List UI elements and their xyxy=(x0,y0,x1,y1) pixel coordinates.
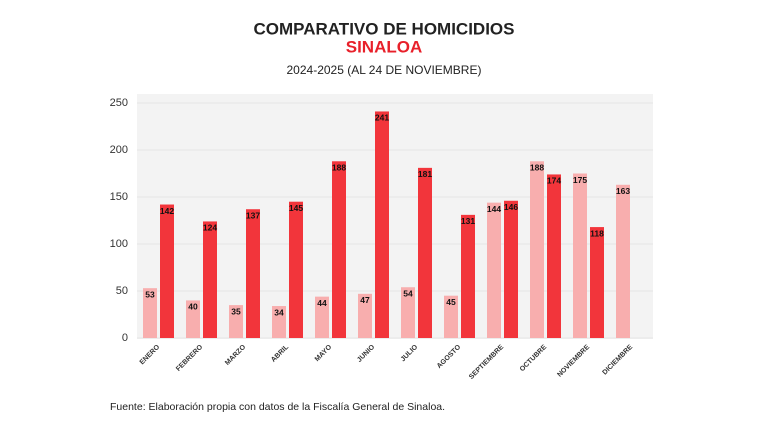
value-label: 131 xyxy=(461,216,475,226)
x-tick-label: OCTUBRE xyxy=(519,344,549,374)
chart-subtitle: SINALOA xyxy=(346,37,423,56)
bar xyxy=(590,227,604,338)
value-label: 54 xyxy=(403,288,413,298)
bar xyxy=(418,167,432,338)
bar xyxy=(487,202,501,338)
bar xyxy=(246,209,260,338)
bar xyxy=(616,184,630,338)
bar xyxy=(272,306,286,338)
bar xyxy=(530,161,544,338)
y-tick-label: 50 xyxy=(116,285,128,297)
bar xyxy=(203,221,217,338)
bar xyxy=(186,300,200,338)
y-tick-label: 250 xyxy=(110,97,128,109)
value-label: 44 xyxy=(317,298,327,308)
chart-subtitle-2: 2024-2025 (AL 24 DE NOVIEMBRE) xyxy=(287,63,482,77)
value-label: 181 xyxy=(418,169,432,179)
x-tick-label: NOVIEMBRE xyxy=(556,344,591,379)
bar xyxy=(160,204,174,338)
y-tick-label: 150 xyxy=(110,191,128,203)
y-tick-label: 200 xyxy=(110,144,128,156)
bar xyxy=(547,174,561,338)
value-label: 34 xyxy=(274,307,284,317)
bar xyxy=(143,288,157,338)
bar xyxy=(504,200,518,338)
x-tick-label: MARZO xyxy=(224,343,247,366)
x-tick-label: SEPTIEMBRE xyxy=(468,344,505,381)
plot-background xyxy=(137,94,653,339)
x-tick-label: FEBRERO xyxy=(175,343,205,373)
x-tick-label: JULIO xyxy=(400,343,420,363)
value-label: 241 xyxy=(375,113,389,123)
value-label: 146 xyxy=(504,202,518,212)
value-label: 174 xyxy=(547,176,561,186)
y-tick-label: 100 xyxy=(110,238,128,250)
value-label: 47 xyxy=(360,295,370,305)
bar xyxy=(461,214,475,338)
value-label: 118 xyxy=(590,228,604,238)
x-tick-label: JUNIO xyxy=(356,343,376,363)
value-label: 45 xyxy=(446,297,456,307)
value-label: 144 xyxy=(487,204,501,214)
bar xyxy=(229,305,243,338)
bar xyxy=(375,111,389,339)
x-tick-label: ENERO xyxy=(139,343,162,366)
bar xyxy=(401,287,415,338)
bar xyxy=(289,201,303,338)
x-tick-label: ABRIL xyxy=(270,343,291,364)
value-label: 142 xyxy=(160,206,174,216)
source-note: Fuente: Elaboración propia con datos de … xyxy=(110,401,445,413)
bar xyxy=(444,295,458,338)
bar xyxy=(358,293,372,338)
x-tick-label: AGOSTO xyxy=(436,343,463,370)
value-label: 124 xyxy=(203,223,217,233)
value-label: 163 xyxy=(616,186,630,196)
value-label: 145 xyxy=(289,203,303,213)
value-label: 175 xyxy=(573,175,587,185)
bar xyxy=(573,173,587,338)
bar xyxy=(332,161,346,338)
value-label: 53 xyxy=(145,289,155,299)
y-tick-label: 0 xyxy=(122,332,128,344)
value-label: 40 xyxy=(188,302,198,312)
value-label: 188 xyxy=(332,163,346,173)
value-label: 137 xyxy=(246,210,260,220)
chart-title: COMPARATIVO DE HOMICIDIOS xyxy=(254,19,515,38)
x-tick-label: MAYO xyxy=(314,343,334,363)
bar xyxy=(315,296,329,338)
x-tick-label: DICIEMBRE xyxy=(601,344,634,377)
value-label: 188 xyxy=(530,163,544,173)
value-label: 35 xyxy=(231,306,241,316)
